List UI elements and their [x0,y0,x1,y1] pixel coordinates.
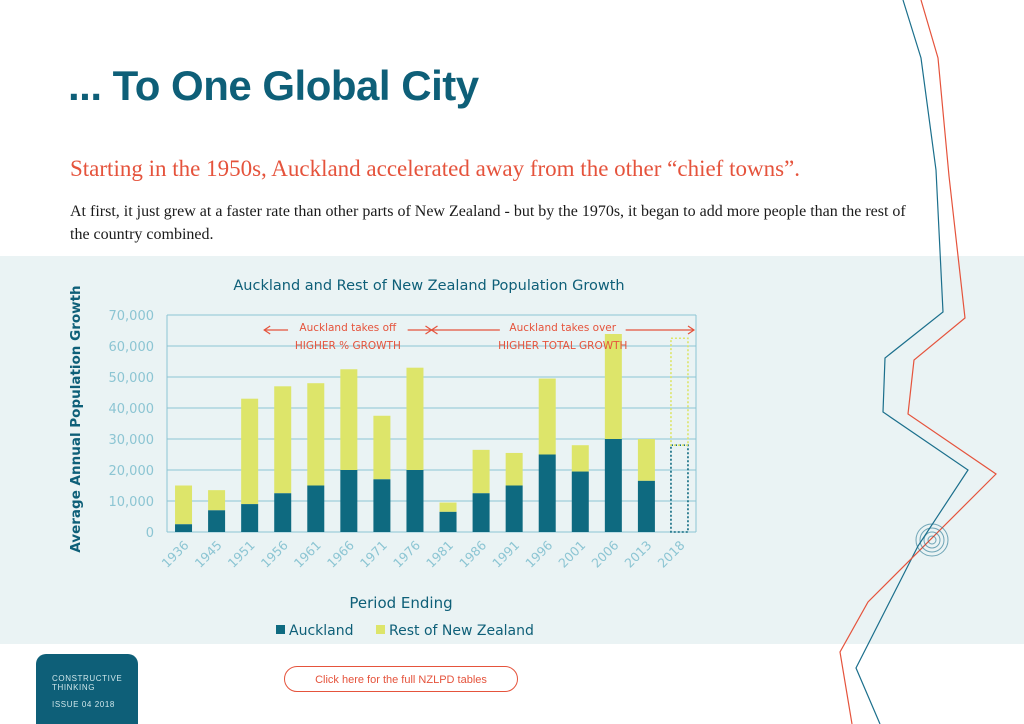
annotation-sublabel: HIGHER % GROWTH [295,340,401,352]
bar-auckland [208,510,226,532]
bar-auckland [406,470,424,532]
chart-title: Auckland and Rest of New Zealand Populat… [233,278,624,294]
annotation-sublabel: HIGHER TOTAL GROWTH [498,340,627,352]
x-tick-label: 1945 [192,538,225,571]
population-growth-chart: Auckland and Rest of New Zealand Populat… [68,278,697,639]
intro-paragraph: At first, it just grew at a faster rate … [70,203,906,243]
x-tick-label: 1981 [423,538,456,571]
bar-rest-projected [670,337,689,446]
publication-tab: CONSTRUCTIVE THINKING ISSUE 04 2018 [36,654,138,724]
bar-auckland [604,439,622,532]
annotation-label: Auckland takes off [299,322,397,334]
legend-swatch-rest [376,625,385,634]
bar-auckland [274,493,292,532]
bar-auckland [472,493,490,532]
bar-auckland [505,485,523,532]
bar-rest-of-new-zealand [571,445,589,472]
bar-auckland [571,471,589,532]
legend-label-auckland: Auckland [289,623,353,639]
bar-auckland [439,511,457,532]
nzlpd-tables-link[interactable]: Click here for the full NZLPD tables [284,666,518,692]
y-tick-label: 0 [146,526,154,541]
y-tick-label: 10,000 [109,495,155,510]
bar-auckland [175,524,193,532]
bar-auckland [241,504,259,532]
bar-rest-of-new-zealand [439,502,457,512]
bar-rest-of-new-zealand [340,369,358,470]
annotation-label-bg [499,321,626,334]
bar-auckland [538,454,556,532]
x-tick-label: 1991 [489,538,522,571]
bar-rest-of-new-zealand [472,449,490,494]
publication-issue: ISSUE 04 2018 [52,700,115,709]
bar-rest-of-new-zealand [373,415,391,480]
annotation-label-bg [288,321,408,334]
x-tick-label: 1951 [225,538,258,571]
x-tick-label: 1976 [390,537,423,570]
y-tick-label: 50,000 [109,371,155,386]
bar-auckland [307,485,325,532]
bar-auckland [637,480,655,532]
x-tick-label: 1966 [324,537,357,570]
legend-swatch-auckland [276,625,285,634]
x-tick-label: 2006 [588,537,621,570]
x-tick-label: 2013 [621,538,654,571]
bar-rest-of-new-zealand [637,439,655,481]
y-tick-label: 40,000 [109,402,155,417]
bar-rest-of-new-zealand [406,367,424,470]
x-tick-label: 2018 [654,537,687,570]
page-subtitle: Starting in the 1950s, Auckland accelera… [70,156,800,181]
x-axis-label: Period Ending [349,594,452,612]
bar-auckland-projected [670,444,689,533]
annotation-arrow-head [687,325,696,335]
x-tick-label: 2001 [555,538,588,571]
y-tick-label: 60,000 [109,340,155,355]
annotation-arrow-head [263,325,271,335]
x-tick-label: 1986 [456,537,489,570]
publication-brand: CONSTRUCTIVE THINKING [52,674,123,692]
y-tick-label: 70,000 [109,309,155,324]
x-tick-label: 1961 [291,538,324,571]
x-tick-label: 1996 [522,537,555,570]
bar-rest-of-new-zealand [208,490,226,511]
bar-rest-of-new-zealand [307,383,325,486]
x-tick-label: 1956 [258,537,291,570]
bar-rest-of-new-zealand [505,452,523,486]
annotation-arrow-head [430,325,438,335]
x-tick-label: 1936 [159,537,192,570]
bar-rest-of-new-zealand [241,398,259,505]
bar-rest-of-new-zealand [274,386,292,494]
bar-auckland [340,470,358,532]
page-title: ... To One Global City [68,62,479,109]
bar-rest-of-new-zealand [175,485,193,525]
bar-rest-of-new-zealand [604,328,622,439]
annotation-label: Auckland takes over [509,322,616,334]
y-tick-label: 20,000 [109,464,155,479]
bar-auckland [373,479,391,532]
bar-rest-of-new-zealand [538,378,556,455]
x-tick-label: 1971 [357,538,390,571]
y-tick-label: 30,000 [109,433,155,448]
y-axis-label: Average Annual Population Growth [68,285,84,552]
legend-label-rest: Rest of New Zealand [389,623,534,639]
